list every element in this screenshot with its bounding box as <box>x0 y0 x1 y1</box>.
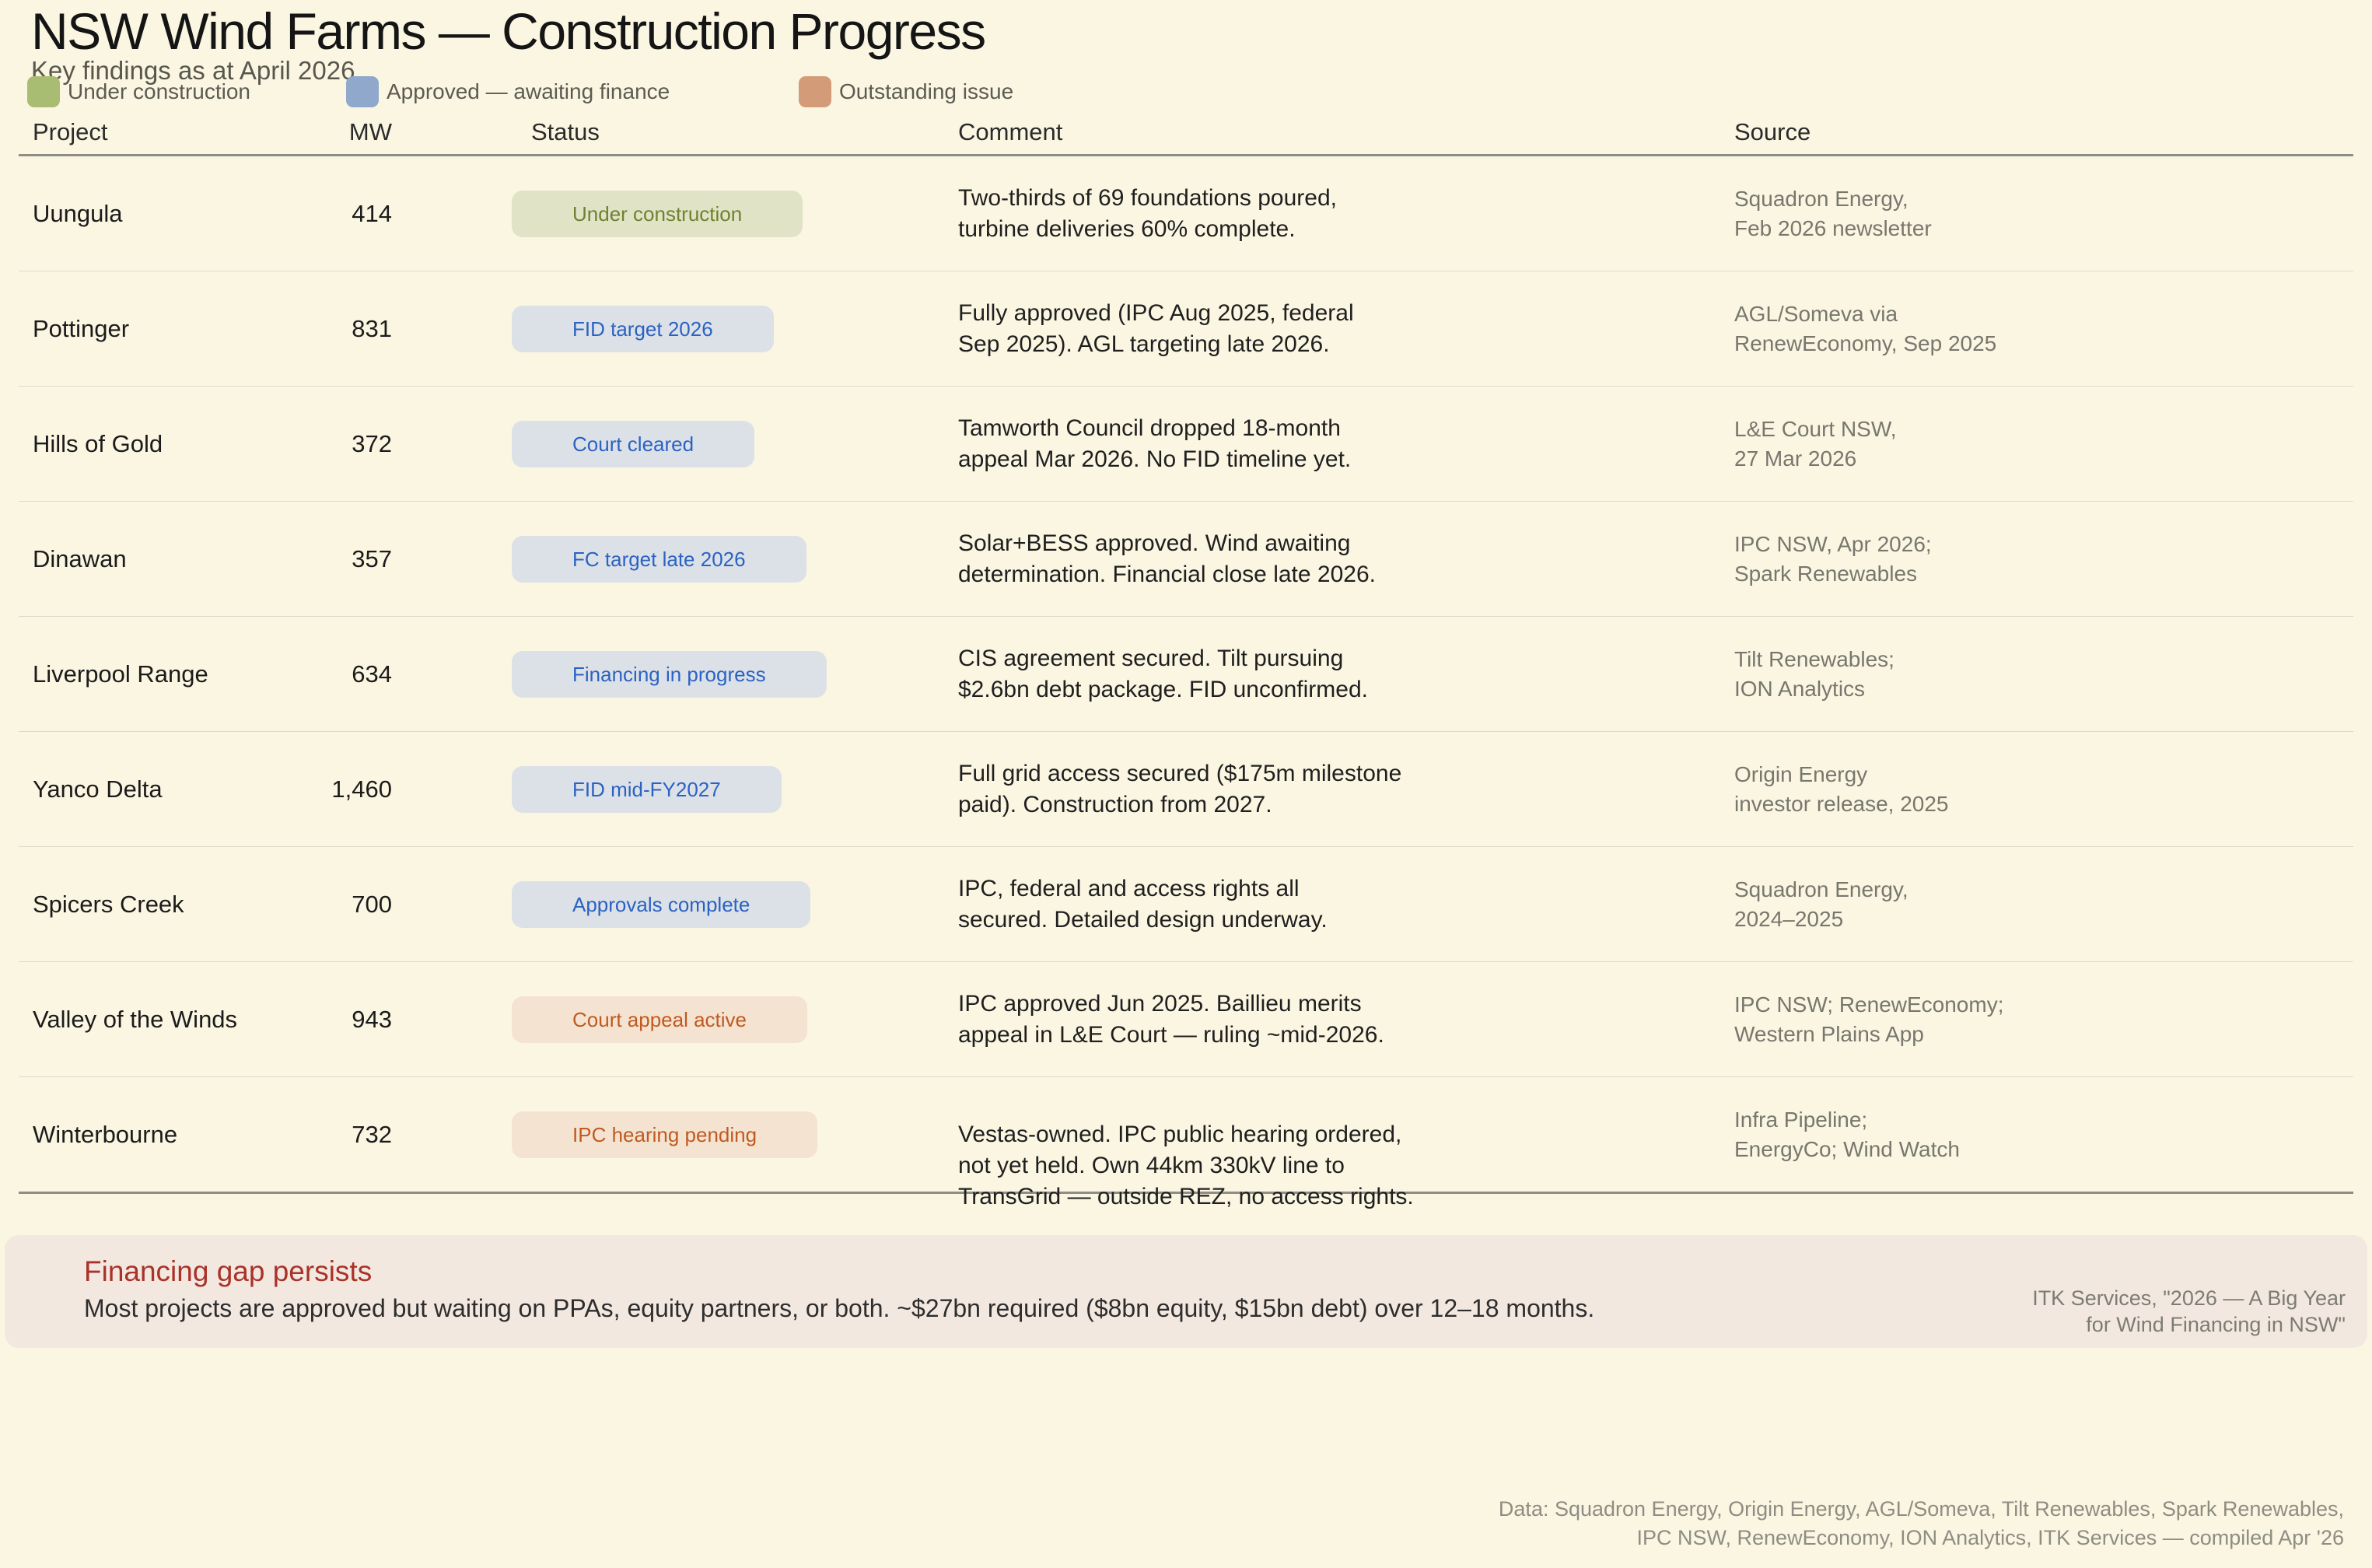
table-row: Pottinger 831 FID target 2026 Fully appr… <box>19 271 2353 387</box>
project-source: AGL/Someva via RenewEconomy, Sep 2025 <box>1734 301 1997 355</box>
project-mw-value: 414 <box>352 199 392 227</box>
column-header-status: Status <box>531 118 600 145</box>
status-cell: IPC hearing pending <box>512 1111 818 1158</box>
project-source: IPC NSW; RenewEconomy; Western Plains Ap… <box>1734 992 2004 1046</box>
column-header-comment: Comment <box>958 118 1063 145</box>
project-name: Dinawan <box>33 544 127 572</box>
table-row: Uungula 414 Under construction Two-third… <box>19 156 2353 271</box>
project-mw-value: 634 <box>352 660 392 688</box>
project-source: Origin Energy investor release, 2025 <box>1734 761 1949 816</box>
status-cell: Court appeal active <box>512 996 808 1043</box>
status-cell: FID mid-FY2027 <box>512 765 782 813</box>
table-row: Spicers Creek 700 Approvals complete IPC… <box>19 847 2353 962</box>
project-name: Valley of the Winds <box>33 1005 238 1033</box>
legend-swatch-under-construction <box>27 76 60 107</box>
legend-label: Under construction <box>68 79 251 103</box>
project-mw-value: 357 <box>352 544 392 572</box>
project-comment: IPC, federal and access rights all secur… <box>958 875 1328 933</box>
project-mw-value: 732 <box>352 1120 392 1148</box>
project-name: Spicers Creek <box>33 890 184 918</box>
table-row: Valley of the Winds 943 Court appeal act… <box>19 962 2353 1077</box>
table-row: Yanco Delta 1,460 FID mid-FY2027 Full gr… <box>19 732 2353 847</box>
status-cell: Financing in progress <box>512 650 827 698</box>
project-name: Winterbourne <box>33 1120 178 1148</box>
status-cell: FC target late 2026 <box>512 535 806 583</box>
legend-label: Approved — awaiting finance <box>387 79 670 103</box>
column-header-source: Source <box>1734 118 1811 145</box>
project-source: Squadron Energy, 2024–2025 <box>1734 877 1908 931</box>
project-source: Squadron Energy, Feb 2026 newsletter <box>1734 186 1932 240</box>
project-comment: Solar+BESS approved. Wind awaiting deter… <box>958 530 1376 587</box>
project-mw-value: 831 <box>352 314 392 342</box>
status-badge: FID target 2026 <box>512 305 774 352</box>
project-name: Liverpool Range <box>33 660 208 688</box>
project-name: Hills of Gold <box>33 429 163 457</box>
table-row: Hills of Gold 372 Court cleared Tamworth… <box>19 387 2353 502</box>
legend-item-outstanding-issue: Outstanding issue <box>799 76 1013 107</box>
status-badge: FC target late 2026 <box>512 535 806 583</box>
project-mw-value: 943 <box>352 1005 392 1033</box>
project-mw-value: 372 <box>352 429 392 457</box>
project-name: Uungula <box>33 199 123 227</box>
legend-item-under-construction: Under construction <box>27 76 250 107</box>
status-badge: Court appeal active <box>512 996 808 1043</box>
project-comment: CIS agreement secured. Tilt pursuing $2.… <box>958 645 1368 702</box>
column-header-project: Project <box>33 118 108 145</box>
status-badge: IPC hearing pending <box>512 1111 818 1158</box>
callout-heading: Financing gap persists <box>84 1255 373 1287</box>
page-subtitle: Key findings as at April 2026 <box>31 56 355 85</box>
status-badge: Approvals complete <box>512 880 811 928</box>
project-comment: Two-thirds of 69 foundations poured, tur… <box>958 184 1337 242</box>
project-comment: IPC approved Jun 2025. Baillieu merits a… <box>958 990 1384 1048</box>
project-comment: Vestas-owned. IPC public hearing ordered… <box>958 1122 1414 1209</box>
status-cell: Court cleared <box>512 420 755 467</box>
status-badge: Court cleared <box>512 420 755 467</box>
status-badge: FID mid-FY2027 <box>512 765 782 813</box>
legend-item-approved: Approved — awaiting finance <box>346 76 670 107</box>
column-header-mw: MW <box>348 118 392 145</box>
project-source: IPC NSW, Apr 2026; Spark Renewables <box>1734 531 1932 586</box>
data-sources-footnote: Data: Squadron Energy, Origin Energy, AG… <box>1498 1497 2344 1549</box>
project-name: Yanco Delta <box>33 775 163 803</box>
project-comment: Fully approved (IPC Aug 2025, federal Se… <box>958 299 1354 357</box>
legend-swatch-outstanding-issue <box>799 76 831 107</box>
project-mw-value: 700 <box>352 890 392 918</box>
project-comment: Full grid access secured ($175m mileston… <box>958 760 1402 817</box>
status-cell: Approvals complete <box>512 880 811 928</box>
project-name: Pottinger <box>33 314 130 342</box>
callout-body: Most projects are approved but waiting o… <box>84 1294 1595 1322</box>
project-mw-value: 1,460 <box>331 775 392 803</box>
callout-attribution: ITK Services, "2026 — A Big Year for Win… <box>2032 1286 2346 1336</box>
financing-gap-callout: Financing gap persists Most projects are… <box>5 1235 2367 1348</box>
table-row: Winterbourne 732 IPC hearing pending Ves… <box>19 1077 2353 1210</box>
page-title: NSW Wind Farms — Construction Progress <box>31 2 986 60</box>
project-source: Infra Pipeline; EnergyCo; Wind Watch <box>1734 1107 1960 1161</box>
status-cell: FID target 2026 <box>512 305 774 352</box>
projects-table: Project MW Status Comment Source Uungula… <box>19 0 2353 1210</box>
table-header-row: Project MW Status Comment Source <box>19 0 2353 156</box>
table-row: Liverpool Range 634 Financing in progres… <box>19 617 2353 732</box>
table-row: Dinawan 357 FC target late 2026 Solar+BE… <box>19 502 2353 617</box>
table-body: Uungula 414 Under construction Two-third… <box>19 156 2353 1210</box>
status-badge: Financing in progress <box>512 650 827 698</box>
status-cell: Under construction <box>512 190 803 237</box>
project-source: Tilt Renewables; ION Analytics <box>1734 646 1894 701</box>
project-source: L&E Court NSW, 27 Mar 2026 <box>1734 416 1897 471</box>
status-badge: Under construction <box>512 190 803 237</box>
legend-swatch-approved <box>346 76 379 107</box>
legend-label: Outstanding issue <box>839 79 1014 103</box>
project-comment: Tamworth Council dropped 18-month appeal… <box>958 415 1352 472</box>
